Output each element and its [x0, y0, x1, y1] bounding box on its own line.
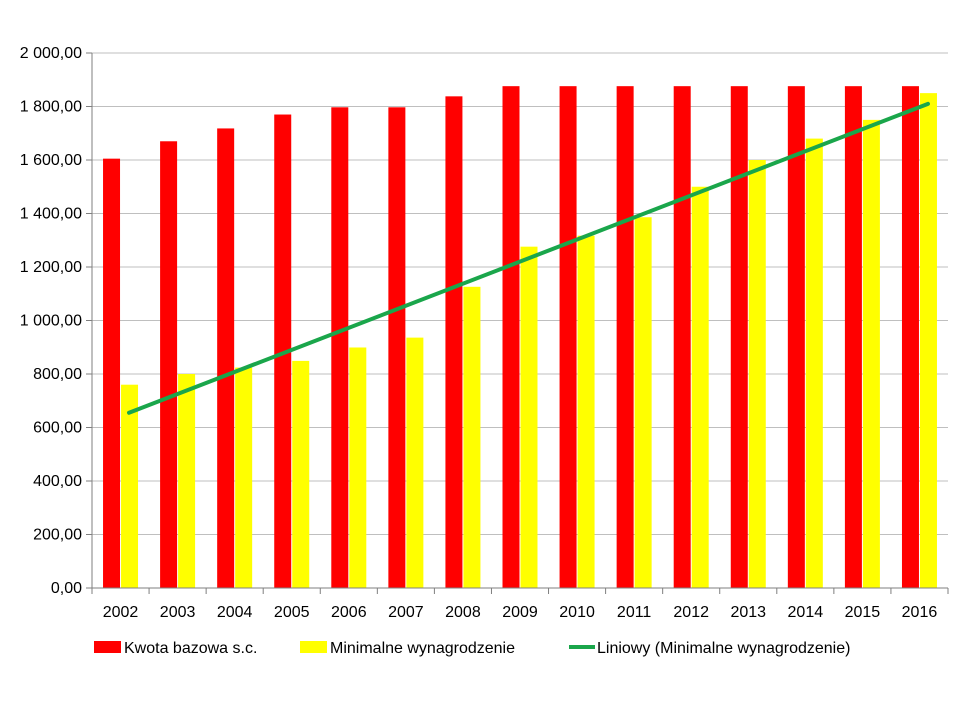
bar-kwota-bazowa-2014 — [787, 86, 805, 589]
x-tick-label: 2009 — [502, 604, 538, 621]
x-tick-label: 2013 — [730, 604, 766, 621]
bar-minimalne-wynagrodzenie-2004 — [235, 367, 253, 588]
y-tick-label: 0,00 — [51, 580, 82, 597]
bar-minimalne-wynagrodzenie-2015 — [862, 119, 880, 588]
bar-minimalne-wynagrodzenie-2009 — [520, 246, 538, 589]
y-tick-label: 1 000,00 — [20, 313, 82, 330]
bar-kwota-bazowa-2013 — [730, 86, 748, 589]
x-tick-label: 2002 — [103, 604, 139, 621]
bar-kwota-bazowa-2006 — [331, 107, 349, 589]
y-tick-label: 1 200,00 — [20, 259, 82, 276]
x-tick-label: 2011 — [617, 604, 652, 621]
bar-kwota-bazowa-2004 — [217, 128, 235, 588]
bar-minimalne-wynagrodzenie-2005 — [292, 360, 310, 588]
bar-minimalne-wynagrodzenie-2002 — [121, 384, 139, 588]
legend-label: Kwota bazowa s.c. — [124, 640, 257, 657]
legend-item-kwota-bazowa: Kwota bazowa s.c. — [94, 640, 257, 657]
legend-label: Minimalne wynagrodzenie — [330, 640, 515, 657]
bar-minimalne-wynagrodzenie-2008 — [463, 286, 481, 588]
y-tick-label: 200,00 — [33, 527, 82, 544]
bar-kwota-bazowa-2010 — [559, 86, 577, 589]
x-tick-label: 2004 — [217, 604, 253, 621]
x-tick-label: 2006 — [331, 604, 367, 621]
legend-label: Liniowy (Minimalne wynagrodzenie) — [597, 640, 850, 657]
x-tick-label: 2008 — [445, 604, 481, 621]
x-tick-label: 2015 — [845, 604, 881, 621]
x-tick-label: 2012 — [673, 604, 709, 621]
x-tick-label: 2005 — [274, 604, 310, 621]
x-tick-label: 2007 — [388, 604, 424, 621]
y-tick-label: 1 400,00 — [20, 206, 82, 223]
x-tick-label: 2016 — [902, 604, 938, 621]
x-tick-label: 2003 — [160, 604, 196, 621]
bar-minimalne-wynagrodzenie-2016 — [919, 93, 937, 588]
bar-minimalne-wynagrodzenie-2012 — [691, 186, 709, 588]
bar-kwota-bazowa-2008 — [445, 96, 463, 589]
y-tick-label: 1 600,00 — [20, 152, 82, 169]
legend-item-trendline: Liniowy (Minimalne wynagrodzenie) — [569, 640, 850, 657]
bar-minimalne-wynagrodzenie-2003 — [178, 374, 196, 588]
bar-kwota-bazowa-2009 — [502, 86, 520, 589]
bar-minimalne-wynagrodzenie-2010 — [577, 235, 595, 588]
x-tick-label: 2010 — [559, 604, 595, 621]
y-tick-label: 600,00 — [33, 420, 82, 437]
y-tick-label: 2 000,00 — [20, 45, 82, 62]
legend-item-minimalne-wynagrodzenie: Minimalne wynagrodzenie — [300, 640, 515, 657]
bar-kwota-bazowa-2016 — [901, 86, 919, 589]
bar-minimalne-wynagrodzenie-2011 — [634, 217, 652, 588]
bar-kwota-bazowa-2002 — [103, 158, 121, 588]
bar-kwota-bazowa-2003 — [160, 141, 178, 588]
bar-kwota-bazowa-2012 — [673, 86, 691, 589]
bar-kwota-bazowa-2007 — [388, 107, 406, 589]
bar-kwota-bazowa-2015 — [844, 86, 862, 589]
y-tick-label: 400,00 — [33, 473, 82, 490]
bar-minimalne-wynagrodzenie-2007 — [406, 337, 424, 588]
legend-swatch — [94, 641, 121, 653]
y-tick-label: 1 800,00 — [20, 99, 82, 116]
bar-minimalne-wynagrodzenie-2014 — [805, 138, 823, 588]
legend-swatch — [300, 641, 327, 653]
y-tick-label: 800,00 — [33, 366, 82, 383]
bar-minimalne-wynagrodzenie-2006 — [349, 347, 367, 588]
trendline — [127, 101, 930, 415]
bar-kwota-bazowa-2011 — [616, 86, 634, 589]
x-tick-label: 2014 — [788, 604, 824, 621]
bar-minimalne-wynagrodzenie-2013 — [748, 160, 766, 588]
